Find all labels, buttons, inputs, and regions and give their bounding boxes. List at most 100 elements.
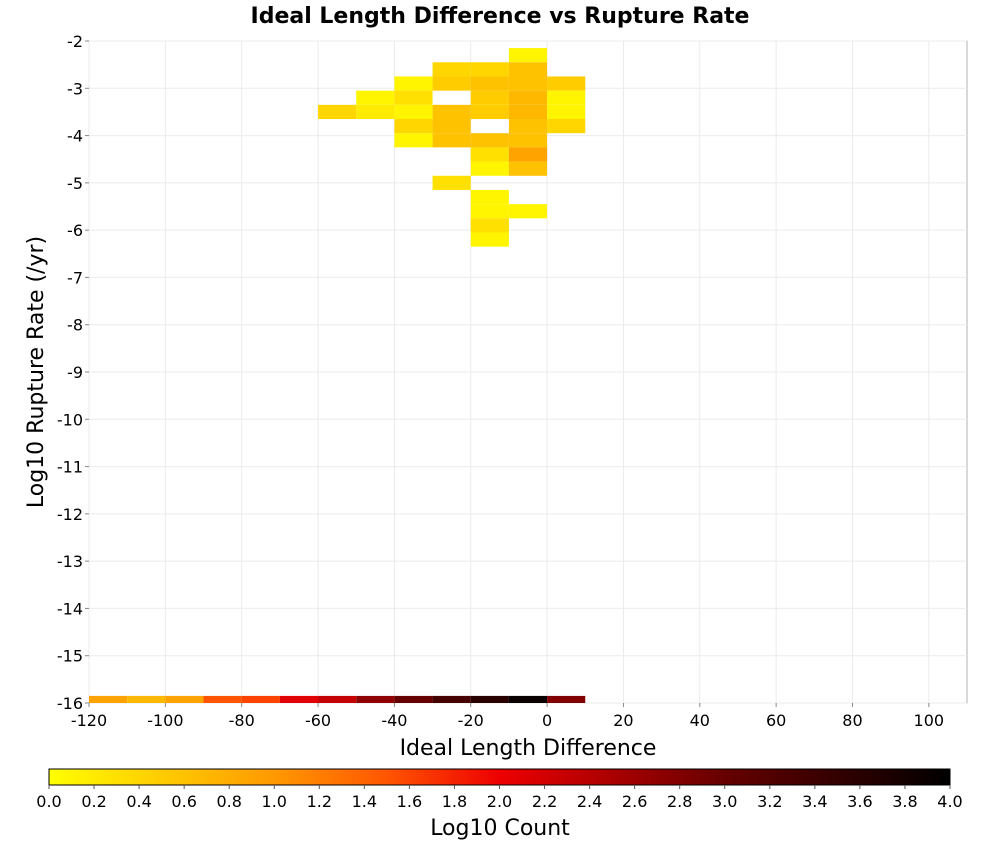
x-tick-label: 20 (613, 711, 633, 730)
y-tick-label: -14 (57, 599, 83, 618)
heatmap-cell (356, 104, 395, 120)
colorbar-tick-label: 0.0 (36, 792, 61, 811)
x-axis-ticks: -120 -100 -80 -60 -40 -20 0 20 40 60 80 100 (71, 703, 944, 730)
heatmap-cell (165, 695, 204, 703)
heatmap-cell (470, 90, 509, 105)
heatmap-cell (470, 76, 509, 91)
heatmap-cell (470, 189, 509, 205)
y-tick-label: -9 (67, 363, 83, 382)
chart-title: Ideal Length Difference vs Rupture Rate (251, 4, 750, 29)
heatmap-cell (318, 695, 357, 703)
y-tick-label: -5 (67, 174, 83, 193)
grid-lines (88, 40, 967, 704)
heatmap-cell (547, 119, 586, 134)
colorbar-tick-label: 1.4 (352, 792, 377, 811)
y-tick-label: -7 (67, 268, 83, 287)
heatmap-cell (394, 119, 433, 134)
heatmap-cell (470, 695, 509, 703)
x-tick-label: 40 (690, 711, 710, 730)
x-tick-label: -20 (458, 711, 484, 730)
colorbar-tick-label: 1.0 (262, 792, 287, 811)
heatmap-cell (508, 104, 548, 120)
heatmap-cell (508, 161, 548, 176)
colorbar-tick-label: 2.0 (487, 792, 512, 811)
heatmap-cell (127, 695, 166, 703)
heatmap-cell (508, 48, 548, 63)
y-tick-label: -4 (67, 127, 83, 146)
y-tick-label: -16 (57, 694, 83, 713)
x-tick-label: -60 (305, 711, 331, 730)
colorbar-tick-label: 0.2 (81, 792, 106, 811)
y-tick-label: -15 (57, 647, 83, 666)
colorbar-tick-label: 3.6 (847, 792, 872, 811)
heatmap-cell (508, 119, 548, 134)
heatmap-cell (508, 204, 548, 219)
heatmap-cell (394, 90, 433, 105)
heatmap-cell (432, 76, 471, 91)
heatmap-cell (470, 204, 509, 219)
x-tick-label: 100 (914, 711, 945, 730)
heatmap-cell (394, 133, 433, 148)
heatmap-cell (432, 175, 471, 190)
heatmap-cell (547, 76, 586, 91)
colorbar-label: Log10 Count (430, 816, 570, 841)
x-tick-label: -80 (229, 711, 255, 730)
heatmap-cell (470, 218, 509, 233)
y-tick-label: -10 (57, 410, 83, 429)
heatmap-cell (547, 695, 586, 703)
heatmap-cell (432, 695, 471, 703)
heatmap-cell (547, 90, 586, 105)
heatmap-cell (508, 147, 548, 162)
heatmap-cell (470, 232, 509, 247)
heatmap-cell (318, 104, 357, 120)
colorbar-tick-label: 4.0 (937, 792, 962, 811)
y-tick-label: -11 (57, 458, 83, 477)
y-tick-label: -6 (67, 221, 83, 240)
colorbar-ticks: 0.0 0.2 0.4 0.6 0.8 1.0 1.2 1.4 1.6 1.8 2.0 2.2 2.4 2… (36, 785, 963, 811)
heatmap-cell (241, 695, 280, 703)
colorbar (48, 768, 951, 786)
heatmap-cell (508, 76, 548, 91)
heatmap-cell (470, 62, 509, 77)
colorbar-tick-label: 3.0 (712, 792, 737, 811)
heatmap-cell (470, 161, 509, 176)
heatmap-cell (356, 90, 395, 105)
heatmap-cell (508, 695, 548, 703)
heatmap-cell (508, 133, 548, 148)
x-tick-label: -40 (381, 711, 407, 730)
y-axis-label: Log10 Rupture Rate (/yr) (24, 236, 49, 508)
x-axis-label: Ideal Length Difference (400, 736, 657, 761)
colorbar-tick-label: 2.8 (667, 792, 692, 811)
heatmap-cell (508, 90, 548, 105)
heatmap-cell (432, 104, 471, 120)
x-tick-label: -120 (71, 711, 107, 730)
heatmap-cell (470, 147, 509, 162)
x-tick-label: 80 (842, 711, 862, 730)
colorbar-tick-label: 0.8 (216, 792, 241, 811)
heatmap-cell (394, 104, 433, 120)
y-tick-label: -13 (57, 552, 83, 571)
colorbar-tick-label: 3.2 (757, 792, 782, 811)
heatmap-cell (394, 695, 433, 703)
y-tick-label: -12 (57, 505, 83, 524)
colorbar-tick-label: 3.4 (802, 792, 827, 811)
colorbar-tick-label: 2.6 (622, 792, 647, 811)
colorbar-tick-label: 2.4 (577, 792, 602, 811)
heatmap-cell (279, 695, 319, 703)
x-tick-label: -100 (147, 711, 183, 730)
y-tick-label: -8 (67, 316, 83, 335)
x-tick-label: 60 (766, 711, 786, 730)
colorbar-tick-label: 1.6 (397, 792, 422, 811)
heatmap-cell (547, 104, 586, 120)
heatmap-cell (508, 62, 548, 77)
colorbar-tick-label: 0.6 (171, 792, 196, 811)
y-tick-label: -2 (67, 32, 83, 51)
heatmap-cells (89, 48, 586, 703)
heatmap-cell (432, 62, 471, 77)
colorbar-tick-label: 1.8 (442, 792, 467, 811)
heatmap-cell (432, 133, 471, 148)
y-tick-label: -3 (67, 79, 83, 98)
heatmap-cell (89, 695, 128, 703)
heatmap-cell (394, 76, 433, 91)
